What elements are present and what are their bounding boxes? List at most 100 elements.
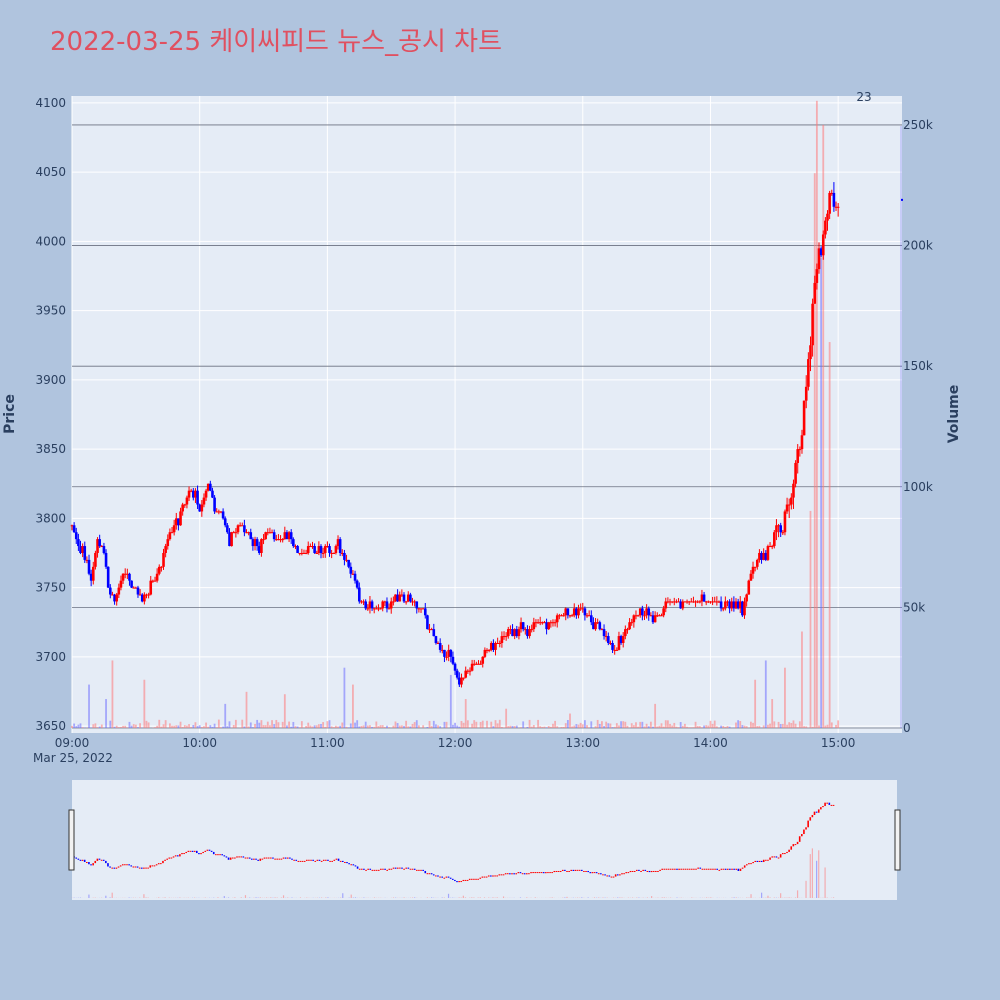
range-slider-left-handle[interactable] <box>68 809 75 871</box>
candle-body <box>311 546 314 548</box>
candle-body <box>736 601 740 609</box>
candle-body <box>762 552 765 560</box>
mini-candle <box>471 878 473 880</box>
candle-body <box>232 532 236 534</box>
volume-bar <box>711 723 714 728</box>
volume-bar <box>679 722 682 728</box>
mini-candle <box>712 868 714 870</box>
mini-candle <box>629 870 632 873</box>
mini-candle <box>168 857 171 859</box>
mini-candle <box>377 869 380 871</box>
mini-candle <box>466 879 469 881</box>
volume-tick-label: 100k <box>903 480 933 494</box>
candle-body <box>434 636 438 643</box>
mini-candle <box>231 857 234 859</box>
candle-body <box>751 566 755 574</box>
volume-bar <box>609 723 612 728</box>
mini-candle <box>286 857 289 859</box>
candle-body <box>406 594 410 602</box>
mini-candle <box>263 857 266 859</box>
candle-body <box>683 601 687 603</box>
volume-bar <box>583 720 586 728</box>
mini-candle <box>636 869 638 871</box>
range-slider[interactable] <box>72 780 897 900</box>
volume-bar <box>145 720 148 728</box>
mini-volume-bar <box>581 897 583 898</box>
mini-candle <box>96 858 99 861</box>
candle-body <box>721 608 725 610</box>
mini-candle <box>426 873 429 875</box>
volume-bar <box>311 726 314 728</box>
candle-body <box>811 303 814 346</box>
candle-body <box>798 449 802 451</box>
candle-body <box>426 615 429 630</box>
mini-candle <box>394 867 397 869</box>
candle-body <box>692 601 695 603</box>
mini-candle <box>278 858 281 860</box>
mini-volume-bar <box>706 897 708 898</box>
mini-volume-bar <box>325 897 327 898</box>
candle-body <box>392 601 395 603</box>
volume-bar <box>726 725 729 728</box>
volume-bar <box>339 725 342 728</box>
range-slider-right-handle[interactable] <box>894 809 901 871</box>
candle-body <box>783 511 787 533</box>
candle-body <box>247 532 250 534</box>
candle-body <box>492 642 495 650</box>
candle-body <box>687 601 691 603</box>
mini-candle <box>251 858 253 860</box>
candle-body <box>570 615 574 617</box>
mini-candle <box>170 857 173 859</box>
mini-candle <box>707 868 710 870</box>
mini-candle <box>570 869 573 871</box>
mini-candle <box>583 870 585 872</box>
candle-body <box>572 608 576 616</box>
volume-bar <box>720 725 723 728</box>
mini-candle <box>143 867 145 869</box>
mini-volume-bar <box>566 896 568 898</box>
candle-body <box>143 594 146 602</box>
volume-bar <box>254 723 256 728</box>
volume-bar <box>481 720 484 728</box>
mini-candle <box>551 872 553 874</box>
volume-bar <box>222 726 225 728</box>
volume-bar <box>771 699 774 728</box>
mini-volume-bar <box>299 897 302 898</box>
candle-body <box>668 601 672 603</box>
candle-body <box>423 608 427 616</box>
mini-candle <box>172 856 175 858</box>
mini-candle <box>166 858 168 860</box>
mini-volume-bar <box>663 897 665 898</box>
candle-body <box>709 601 712 603</box>
volume-bar <box>234 719 237 728</box>
volume-bar <box>132 724 135 728</box>
candle-body <box>724 601 727 609</box>
volume-bar <box>373 726 376 728</box>
volume-bar <box>277 722 280 728</box>
mini-volume-bar <box>426 897 428 898</box>
mini-candle <box>796 841 799 845</box>
candle-body <box>579 608 582 610</box>
volume-bar <box>692 727 695 728</box>
volume-bar <box>509 725 512 728</box>
volume-bar <box>456 725 459 728</box>
mini-candle <box>542 872 545 874</box>
mini-candle <box>191 850 194 852</box>
mini-candle <box>236 856 238 858</box>
volume-bar <box>81 727 84 728</box>
mini-candle <box>506 873 509 875</box>
candle-body <box>419 608 423 610</box>
candle-body <box>472 663 476 665</box>
mini-candle <box>189 850 192 852</box>
time-tick-label: 15:00 <box>821 736 856 750</box>
mini-candle <box>674 868 676 870</box>
candle-body <box>760 552 763 560</box>
candle-body <box>109 587 112 595</box>
mini-volume-bar <box>750 894 752 898</box>
volume-bar <box>117 727 120 728</box>
mini-volume-bar <box>109 897 111 898</box>
mini-candle <box>593 872 596 874</box>
mini-volume-bar <box>710 897 712 898</box>
candle-body <box>638 608 642 616</box>
candle-body <box>177 518 180 526</box>
